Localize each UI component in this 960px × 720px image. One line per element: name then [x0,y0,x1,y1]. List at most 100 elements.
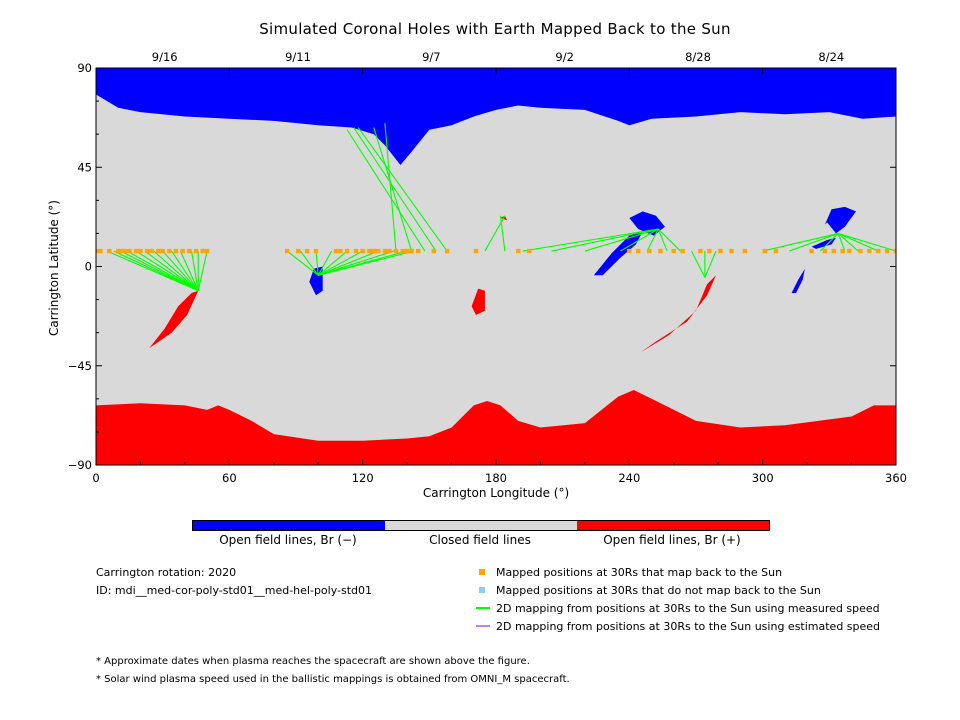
colorbar-label-positive: Open field lines, Br (+) [603,533,741,547]
mapped-point [516,248,521,254]
mapped-point [122,248,128,254]
colorbar-label-closed: Closed field lines [429,533,531,547]
mapped-point [360,248,365,254]
mapped-point [729,248,734,254]
mapped-point [858,248,863,254]
mapping-line [318,250,414,276]
mapping-line [373,127,413,252]
mapping-line [704,250,717,278]
x-tick-label: 120 [352,471,374,485]
axis-layer: 0 60 120 180 240 300 360 90 45 0 −45 −90 9/16 9/11 9/7… [68,50,907,485]
mapping-line [197,250,208,291]
y-tick-label: 45 [77,160,92,174]
mapping-line [317,250,333,276]
mapped-point [393,248,399,254]
date-tick-label: 9/2 [555,50,574,64]
measured-line-icon [476,607,490,609]
mapped-point [173,248,179,254]
mapping-line [837,233,846,252]
model-id: ID: mdi__med-cor-poly-std01__med-hel-pol… [96,584,373,597]
y-tick-label: −90 [68,458,92,472]
mapped-point [367,248,372,254]
mapped-point [867,248,872,254]
mapping-line [153,250,199,292]
mapped-point [187,248,192,254]
mapping-line [144,250,199,292]
coronal-hole-positive-3 [640,275,716,353]
mapped-point [400,248,405,254]
x-tick-label: 180 [485,471,507,485]
mapped-point [680,248,685,254]
mapped-point [313,248,319,254]
colorbar [192,520,770,531]
mapping-line [315,251,319,276]
mapped-point [371,248,376,254]
mapping-line [357,127,448,252]
mapped-point [180,248,185,254]
mapping-line [657,228,681,252]
x-tick-label: 300 [752,471,774,485]
mapping-line [551,228,659,252]
note-speed: * Solar wind plasma speed used in the ba… [96,674,570,685]
mapped-point [416,248,421,254]
mapped-point [376,248,381,254]
y-tick-label: 0 [85,260,92,274]
mapped-point [893,248,896,254]
mapping-line [191,250,199,291]
mapped-point [707,248,712,254]
mapping-line [657,228,668,252]
mapped-point [884,248,890,254]
mapped-point [627,248,632,254]
mapping-line [300,250,319,276]
date-tick-label: 8/28 [685,50,711,64]
mapped-point [118,248,123,254]
south-polar-coronal-hole [96,390,896,465]
y-tick-label: −45 [68,359,92,373]
mapped-point [718,248,723,254]
mapped-point [167,248,172,254]
mapped-point [344,248,350,254]
mapping-line [179,250,199,291]
mapping-line [317,250,363,276]
mapping-line [384,123,397,252]
mapped-point [149,248,154,254]
mapped-point [658,248,663,254]
mapping-line [584,228,659,252]
closed-field-region [96,68,896,465]
mapping-line [837,233,859,252]
mapping-line [162,250,199,292]
mapping-line [838,232,896,252]
mapping-line [522,228,659,252]
mapped-point [98,248,103,254]
mapping-line [691,250,706,278]
y-tick-label: 90 [77,61,92,75]
mapped-point [304,248,310,254]
mapped-point [107,248,112,254]
mapping-line [620,228,659,252]
mapped-point [822,248,828,254]
mapped-point [353,248,359,254]
mapped-point [431,248,436,254]
x-tick-label: 240 [618,471,640,485]
x-axis-label: Carrington Longitude (°) [423,486,569,500]
mapped-point [296,248,301,254]
x-tick-label: 360 [885,471,907,485]
mapping-line [838,232,879,252]
date-tick-label: 9/16 [152,50,178,64]
mapping-line [171,250,199,292]
mapping-line [820,233,839,252]
mapped-point [809,248,814,254]
coronal-hole-positive-1 [471,288,485,315]
colorbar-negative [193,521,385,530]
mapped-point [96,248,99,254]
mapped-point [333,248,339,254]
colorbar-positive [577,521,769,530]
mapped-point [127,248,132,254]
mapped-point [133,248,139,254]
mapping-line [286,250,319,276]
mapped-point [284,248,290,254]
mapped-point [204,248,210,254]
mapping-line [135,250,199,292]
mapped-point [847,248,852,254]
mapped-point [193,248,199,254]
